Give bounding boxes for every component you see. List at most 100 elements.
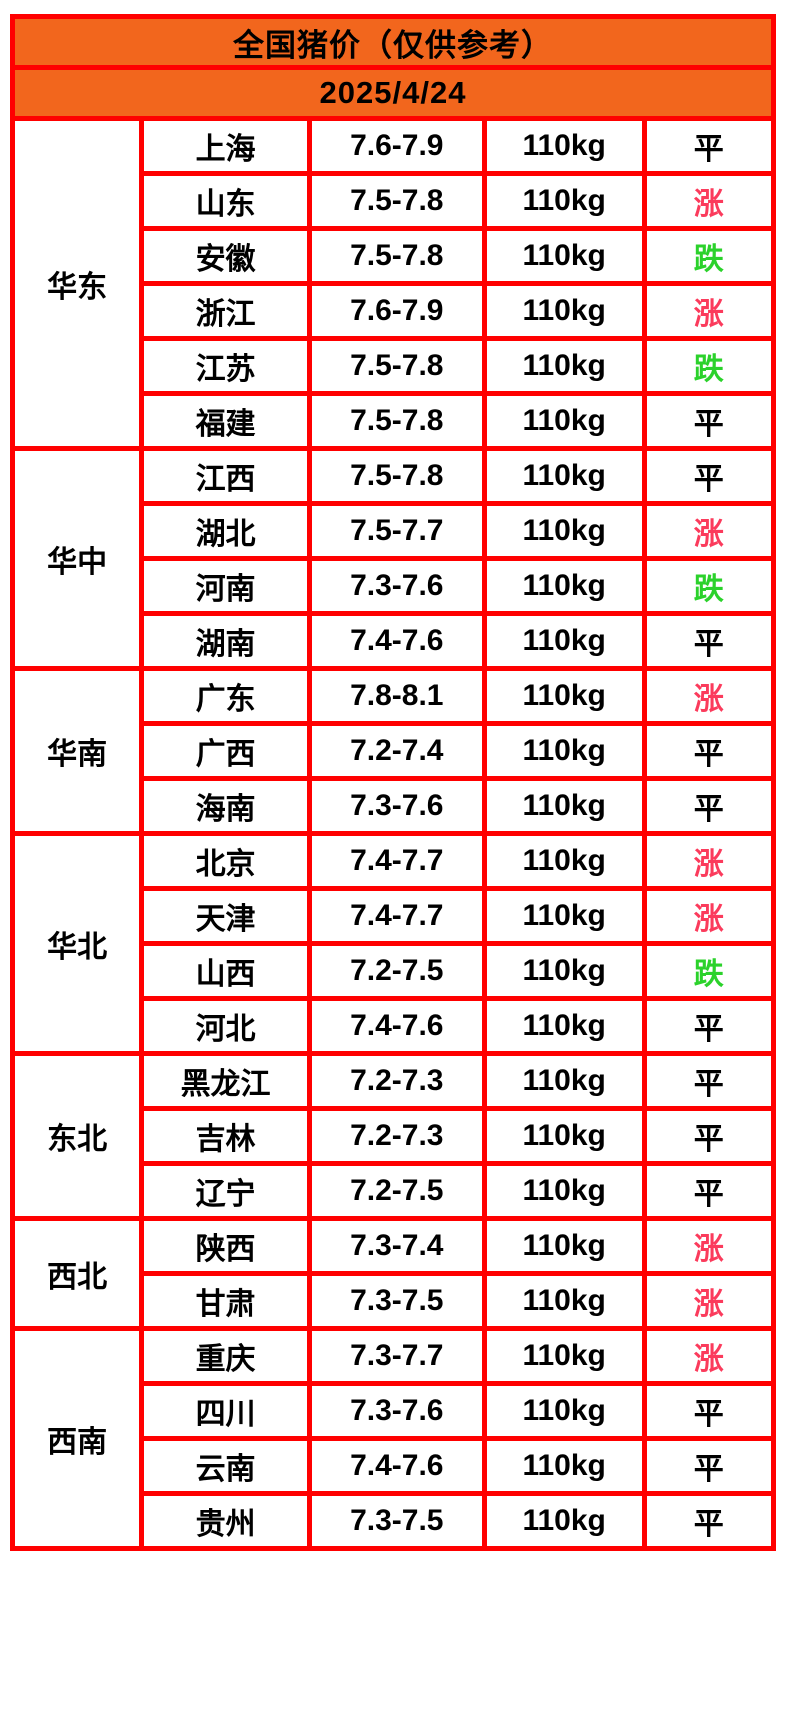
status-cell: 平 [641,611,777,671]
status-cell: 平 [641,1051,777,1111]
price-cell: 7.3-7.5 [306,1491,487,1551]
status-cell: 跌 [641,941,777,1001]
table-row: 吉林 7.2-7.3 110kg 平 [13,1106,777,1166]
weight-cell: 110kg [481,1271,647,1331]
province-cell: 重庆 [139,1326,312,1386]
status-cell: 跌 [641,226,777,286]
price-cell: 7.4-7.7 [306,831,487,891]
price-cell: 7.5-7.8 [306,226,487,286]
weight-cell: 110kg [481,721,647,781]
status-cell: 涨 [641,1216,777,1276]
price-cell: 7.4-7.6 [306,1436,487,1496]
region-cell: 东北 [9,1051,145,1221]
province-cell: 北京 [139,831,312,891]
table-row: 湖北 7.5-7.7 110kg 涨 [13,501,777,561]
table-row: 河北 7.4-7.6 110kg 平 [13,996,777,1056]
status-cell: 平 [641,391,777,451]
price-cell: 7.6-7.9 [306,116,487,176]
weight-cell: 110kg [481,1326,647,1386]
price-table-body: 华东 上海 7.6-7.9 110kg 平山东 7.5-7.8 110kg 涨安徽 7.5-7.… [9,116,777,1551]
weight-cell: 110kg [481,1436,647,1496]
status-cell: 跌 [641,556,777,616]
province-cell: 福建 [139,391,312,451]
province-cell: 云南 [139,1436,312,1496]
province-cell: 贵州 [139,1491,312,1551]
weight-cell: 110kg [481,886,647,946]
region-cell: 华中 [9,446,145,671]
weight-cell: 110kg [481,391,647,451]
weight-cell: 110kg [481,1051,647,1111]
status-cell: 涨 [641,1271,777,1331]
table-row: 西北 陕西 7.3-7.4 110kg 涨 [9,1216,777,1331]
price-cell: 7.3-7.6 [306,1381,487,1441]
date-label: 2025/4/24 [10,65,776,121]
table-row: 贵州 7.3-7.5 110kg 平 [13,1491,777,1551]
status-cell: 涨 [641,281,777,341]
weight-cell: 110kg [481,1381,647,1441]
status-cell: 涨 [641,501,777,561]
table-row: 湖南 7.4-7.6 110kg 平 [13,611,777,671]
price-cell: 7.3-7.6 [306,556,487,616]
table-row: 福建 7.5-7.8 110kg 平 [13,391,777,451]
price-cell: 7.5-7.8 [306,391,487,451]
region-cell: 西南 [9,1326,145,1551]
table-row: 山东 7.5-7.8 110kg 涨 [13,171,777,231]
date-row: 2025/4/24 [10,65,776,121]
price-cell: 7.3-7.7 [306,1326,487,1386]
region-cell: 西北 [9,1216,145,1331]
province-cell: 江西 [139,446,312,506]
price-cell: 7.5-7.8 [306,336,487,396]
price-cell: 7.2-7.4 [306,721,487,781]
table-row: 西南 重庆 7.3-7.7 110kg 涨 [9,1326,777,1551]
page-title: 全国猪价（仅供参考） [10,14,776,70]
price-cell: 7.5-7.8 [306,446,487,506]
title-row: 全国猪价（仅供参考） [10,14,776,70]
status-cell: 涨 [641,666,777,726]
status-cell: 平 [641,1491,777,1551]
status-cell: 平 [641,1436,777,1496]
province-cell: 天津 [139,886,312,946]
status-cell: 平 [641,116,777,176]
table-row: 广西 7.2-7.4 110kg 平 [13,721,777,781]
status-cell: 平 [641,1106,777,1166]
weight-cell: 110kg [481,666,647,726]
price-cell: 7.3-7.4 [306,1216,487,1276]
status-cell: 涨 [641,171,777,231]
status-cell: 平 [641,446,777,506]
weight-cell: 110kg [481,116,647,176]
table-row: 四川 7.3-7.6 110kg 平 [13,1381,777,1441]
status-cell: 平 [641,996,777,1056]
weight-cell: 110kg [481,776,647,836]
province-cell: 海南 [139,776,312,836]
province-cell: 浙江 [139,281,312,341]
province-cell: 黑龙江 [139,1051,312,1111]
weight-cell: 110kg [481,171,647,231]
province-cell: 河北 [139,996,312,1056]
table-row: 华北 北京 7.4-7.7 110kg 涨 [9,831,777,1056]
province-cell: 广东 [139,666,312,726]
region-cell: 华南 [9,666,145,836]
weight-cell: 110kg [481,1106,647,1166]
status-cell: 平 [641,1381,777,1441]
province-cell: 辽宁 [139,1161,312,1221]
province-cell: 安徽 [139,226,312,286]
price-cell: 7.3-7.6 [306,776,487,836]
province-cell: 山东 [139,171,312,231]
weight-cell: 110kg [481,556,647,616]
province-cell: 河南 [139,556,312,616]
table-row: 辽宁 7.2-7.5 110kg 平 [13,1161,777,1221]
price-cell: 7.4-7.7 [306,886,487,946]
province-cell: 四川 [139,1381,312,1441]
status-cell: 涨 [641,831,777,891]
weight-cell: 110kg [481,281,647,341]
status-cell: 平 [641,721,777,781]
status-cell: 平 [641,776,777,836]
weight-cell: 110kg [481,1161,647,1221]
status-cell: 跌 [641,336,777,396]
weight-cell: 110kg [481,611,647,671]
price-cell: 7.4-7.6 [306,611,487,671]
table-row: 天津 7.4-7.7 110kg 涨 [13,886,777,946]
table-row: 华东 上海 7.6-7.9 110kg 平 [9,116,777,451]
province-cell: 湖北 [139,501,312,561]
